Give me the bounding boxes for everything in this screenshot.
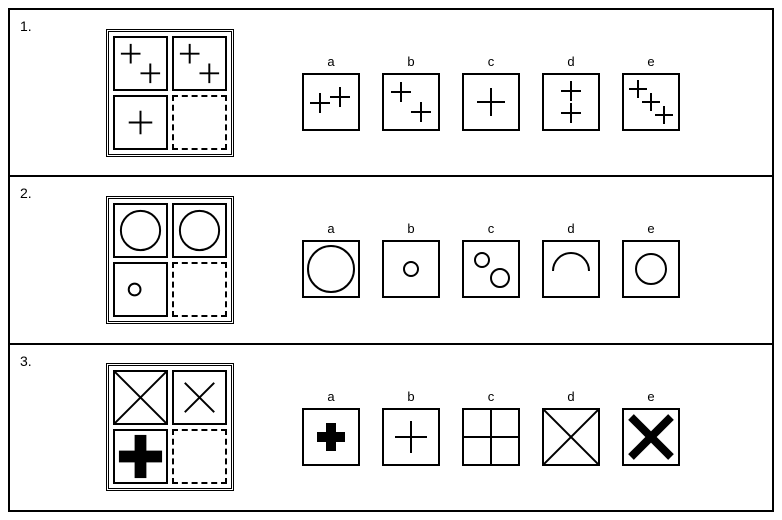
- answer-choice-d[interactable]: d: [542, 221, 600, 298]
- answer-choices: a b c d e: [302, 221, 680, 298]
- answer-box: [302, 240, 360, 298]
- matrix-cell: [113, 95, 168, 150]
- row-label: 3.: [20, 353, 32, 369]
- matrix-cell-empty: [172, 95, 227, 150]
- answer-box: [382, 240, 440, 298]
- answer-label: e: [647, 54, 654, 69]
- answer-choice-e[interactable]: e: [622, 221, 680, 298]
- answer-box: [622, 73, 680, 131]
- matrix-cell: [113, 429, 168, 484]
- answer-box: [382, 408, 440, 466]
- pattern-matrix: [106, 363, 234, 491]
- matrix-cell: [172, 203, 227, 258]
- matrix-cell-empty: [172, 262, 227, 317]
- answer-box: [542, 240, 600, 298]
- answer-choices: a b c d e: [302, 54, 680, 131]
- answer-choices: a b c d e: [302, 389, 680, 466]
- answer-box: [622, 408, 680, 466]
- row-label: 1.: [20, 18, 32, 34]
- answer-label: e: [647, 221, 654, 236]
- answer-box: [302, 408, 360, 466]
- answer-choice-a[interactable]: a: [302, 54, 360, 131]
- answer-choice-e[interactable]: e: [622, 54, 680, 131]
- pattern-matrix: [106, 196, 234, 324]
- answer-box: [542, 408, 600, 466]
- matrix-cell: [113, 203, 168, 258]
- question-row-1: 1. a b c d e: [10, 10, 772, 177]
- matrix-cell-empty: [172, 429, 227, 484]
- answer-box: [542, 73, 600, 131]
- answer-label: b: [407, 221, 414, 236]
- row-label: 2.: [20, 185, 32, 201]
- answer-label: c: [488, 54, 495, 69]
- matrix-cell: [113, 262, 168, 317]
- answer-label: a: [327, 389, 334, 404]
- answer-choice-b[interactable]: b: [382, 389, 440, 466]
- answer-choice-c[interactable]: c: [462, 221, 520, 298]
- answer-label: b: [407, 54, 414, 69]
- answer-choice-b[interactable]: b: [382, 221, 440, 298]
- answer-box: [382, 73, 440, 131]
- answer-box: [462, 408, 520, 466]
- answer-choice-d[interactable]: d: [542, 54, 600, 131]
- answer-choice-d[interactable]: d: [542, 389, 600, 466]
- answer-choice-e[interactable]: e: [622, 389, 680, 466]
- answer-box: [462, 73, 520, 131]
- answer-label: a: [327, 221, 334, 236]
- answer-label: c: [488, 389, 495, 404]
- answer-choice-c[interactable]: c: [462, 389, 520, 466]
- pattern-matrix: [106, 29, 234, 157]
- matrix-cell: [172, 36, 227, 91]
- answer-choice-a[interactable]: a: [302, 389, 360, 466]
- question-row-3: 3. a b c d e: [10, 345, 772, 510]
- answer-label: d: [567, 221, 574, 236]
- matrix-cell: [113, 370, 168, 425]
- answer-choice-c[interactable]: c: [462, 54, 520, 131]
- answer-label: d: [567, 389, 574, 404]
- worksheet-frame: 1. a b c d e 2. a b c d e 3. a b c d e: [8, 8, 774, 512]
- answer-label: e: [647, 389, 654, 404]
- answer-box: [302, 73, 360, 131]
- answer-choice-a[interactable]: a: [302, 221, 360, 298]
- answer-box: [462, 240, 520, 298]
- question-row-2: 2. a b c d e: [10, 177, 772, 344]
- matrix-cell: [113, 36, 168, 91]
- answer-label: b: [407, 389, 414, 404]
- answer-choice-b[interactable]: b: [382, 54, 440, 131]
- answer-label: d: [567, 54, 574, 69]
- answer-label: c: [488, 221, 495, 236]
- answer-box: [622, 240, 680, 298]
- matrix-cell: [172, 370, 227, 425]
- answer-label: a: [327, 54, 334, 69]
